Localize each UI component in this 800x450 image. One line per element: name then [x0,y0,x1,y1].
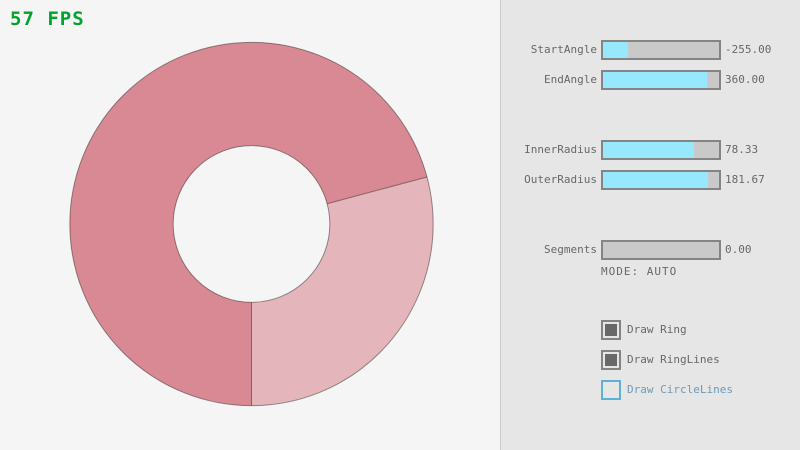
ring-sector-single-pass [251,176,434,406]
draw-ring-label: Draw Ring [627,323,687,336]
outer-radius-value: 181.67 [725,173,765,186]
start-angle-value: -255.00 [725,43,772,56]
start-angle-label: StartAngle [530,43,597,56]
ring-radial-line [327,176,428,205]
ring-canvas: 57 FPS [10,8,434,407]
inner-radius-value: 78.33 [725,143,759,156]
end-angle-slider[interactable] [601,70,721,90]
segments-label: Segments [544,243,597,256]
draw-circlelines-label: Draw CircleLines [627,383,733,396]
ring-inner-outline [172,145,331,303]
inner-radius-row: InnerRadius 78.33 [501,140,800,160]
draw-circlelines-checkbox[interactable] [601,380,621,400]
fps-counter: 57 FPS [10,8,85,30]
segments-mode-text: MODE: AUTO [601,265,678,278]
outer-radius-slider-fill [603,172,709,188]
ring-outer-outline [69,41,434,407]
end-angle-slider-fill [603,72,708,88]
segments-value: 0.00 [725,243,752,256]
draw-ring-row: Draw Ring [601,320,800,340]
draw-ring-checkmark [605,324,617,336]
start-angle-slider-fill [603,42,629,58]
controls-panel: StartAngle -255.00 EndAngle 360.00 Inner… [500,0,800,450]
inner-radius-slider[interactable] [601,140,721,160]
inner-radius-label: InnerRadius [524,143,597,156]
draw-circlelines-checkmark [605,384,617,396]
outer-radius-slider[interactable] [601,170,721,190]
ring-sector-double-pass [69,42,427,406]
outer-radius-label: OuterRadius [524,173,597,186]
draw-ringlines-label: Draw RingLines [627,353,720,366]
inner-radius-slider-fill [603,142,694,158]
draw-ringlines-checkbox[interactable] [601,350,621,370]
end-angle-label: EndAngle [544,73,597,86]
end-angle-row: EndAngle 360.00 [501,70,800,90]
start-angle-slider[interactable] [601,40,721,60]
start-angle-row: StartAngle -255.00 [501,40,800,60]
outer-radius-row: OuterRadius 181.67 [501,170,800,190]
end-angle-value: 360.00 [725,73,765,86]
draw-ringlines-row: Draw RingLines [601,350,800,370]
draw-ring-checkbox[interactable] [601,320,621,340]
segments-row: Segments 0.00 [501,240,800,260]
draw-ringlines-checkmark [605,354,617,366]
segments-slider[interactable] [601,240,721,260]
draw-circlelines-row: Draw CircleLines [601,380,800,400]
